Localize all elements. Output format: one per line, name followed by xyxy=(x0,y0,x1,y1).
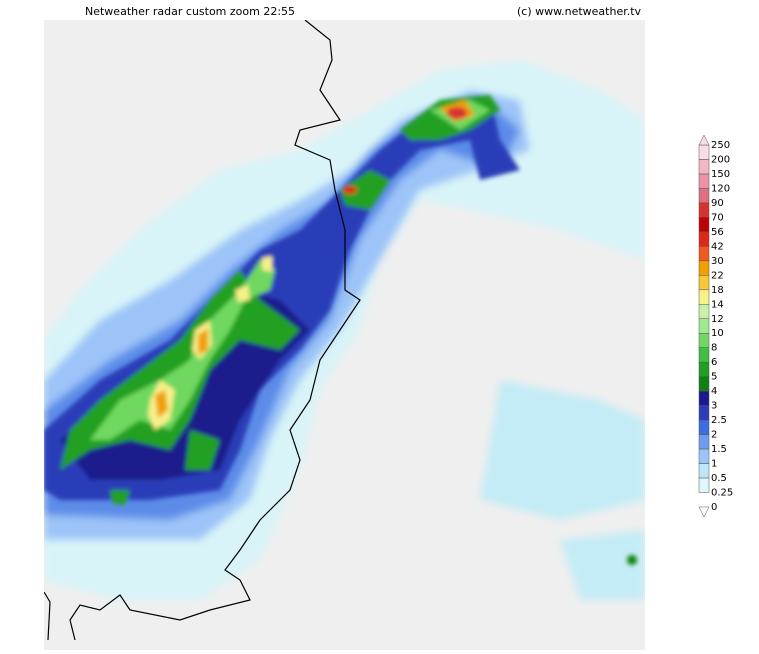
legend-swatch xyxy=(698,144,710,160)
legend-swatch xyxy=(698,376,710,392)
legend-swatch xyxy=(698,202,710,218)
legend-label: 4 xyxy=(711,386,717,397)
legend-swatch xyxy=(698,246,710,262)
legend-swatch xyxy=(698,318,710,334)
legend-swatch xyxy=(698,419,710,435)
legend-swatch xyxy=(698,477,710,493)
legend-swatch xyxy=(698,405,710,421)
legend-label: 2 xyxy=(711,430,717,441)
legend-end xyxy=(698,506,710,518)
legend-label: 2.5 xyxy=(711,415,727,426)
legend-swatch xyxy=(698,434,710,450)
legend-swatch xyxy=(698,231,710,247)
legend-label: 90 xyxy=(711,198,724,209)
title: Netweather radar custom zoom 22:55 xyxy=(85,5,295,18)
legend-label: 250 xyxy=(711,140,730,151)
legend-label: 30 xyxy=(711,256,724,267)
legend-swatch xyxy=(698,448,710,464)
legend-label: 0.25 xyxy=(711,488,733,499)
legend-label: 1 xyxy=(711,459,717,470)
legend-label: 18 xyxy=(711,285,724,296)
legend: 25020015012090705642302218141210865432.5… xyxy=(698,134,733,518)
legend-swatch xyxy=(698,390,710,406)
legend-swatch xyxy=(698,173,710,189)
legend-label: 0.5 xyxy=(711,473,727,484)
legend-label: 200 xyxy=(711,154,730,165)
legend-swatch xyxy=(698,159,710,175)
legend-end xyxy=(698,134,710,146)
legend-swatch xyxy=(698,304,710,320)
legend-label: 56 xyxy=(711,227,724,238)
legend-label: 10 xyxy=(711,328,724,339)
legend-swatch xyxy=(698,347,710,363)
legend-label: 14 xyxy=(711,299,724,310)
legend-swatch xyxy=(698,260,710,276)
legend-label: 3 xyxy=(711,401,717,412)
legend-swatch xyxy=(698,289,710,305)
legend-swatch xyxy=(698,275,710,291)
legend-label: 70 xyxy=(711,212,724,223)
legend-label: 22 xyxy=(711,270,724,281)
legend-label: 0 xyxy=(711,502,717,513)
legend-label: 12 xyxy=(711,314,724,325)
legend-label: 120 xyxy=(711,183,730,194)
legend-label: 6 xyxy=(711,357,717,368)
legend-swatch xyxy=(698,463,710,479)
legend-label: 150 xyxy=(711,169,730,180)
legend-label: 42 xyxy=(711,241,724,252)
legend-swatch xyxy=(698,361,710,377)
credit: (c) www.netweather.tv xyxy=(517,5,642,18)
legend-label: 5 xyxy=(711,372,717,383)
legend-swatch xyxy=(698,188,710,204)
legend-label: 8 xyxy=(711,343,717,354)
legend-swatch xyxy=(698,332,710,348)
legend-swatch xyxy=(698,217,710,233)
radar-map xyxy=(44,20,645,650)
legend-label: 1.5 xyxy=(711,444,727,455)
